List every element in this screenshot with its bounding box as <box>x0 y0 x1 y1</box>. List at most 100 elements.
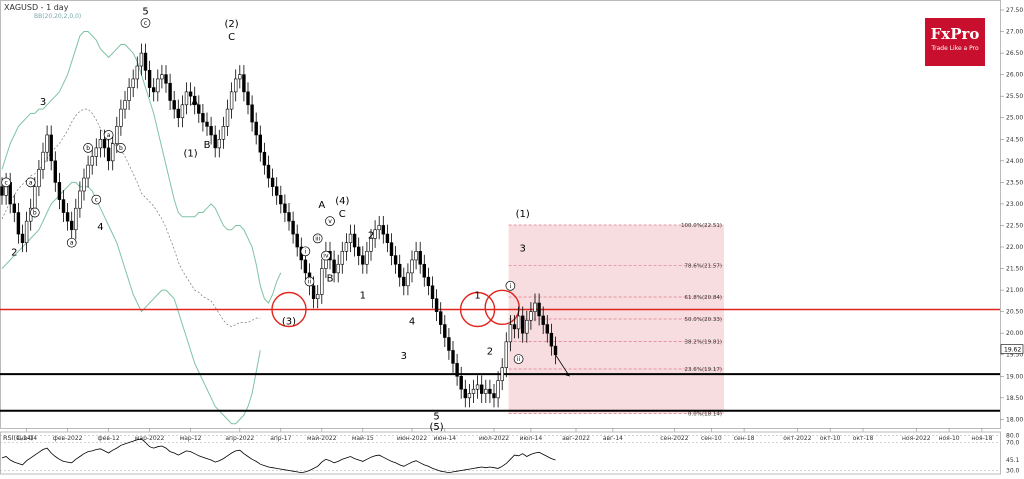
candle-body <box>254 121 258 136</box>
candle-body <box>0 186 4 196</box>
candle-body <box>377 225 381 231</box>
arrow-head <box>565 372 570 377</box>
candle-body <box>229 91 234 110</box>
price-axis: 27.50 27.00 26.50 26.00 25.50 25.00 24.50 24.00… <box>1000 7 1023 423</box>
candle-body <box>385 233 390 244</box>
lower-band <box>1 181 261 425</box>
candle-body <box>33 186 37 209</box>
candle-body <box>434 298 439 312</box>
candle-body <box>553 345 558 356</box>
candle-body <box>361 255 365 265</box>
fib-label: 23.6%(19.17) <box>684 367 722 373</box>
price-tick-label: 21.00 <box>1006 287 1023 294</box>
circled-wave-marker <box>66 237 77 248</box>
wave-label: 3 <box>40 97 46 108</box>
date-tick-label: окт-2022 <box>783 435 811 442</box>
current-price-label: 19.62 <box>1004 347 1021 354</box>
circled-wave-marker <box>325 216 335 227</box>
wave-label: 5 <box>433 411 439 422</box>
candle-body <box>315 294 320 300</box>
candle-body <box>348 233 353 244</box>
candle-body <box>143 52 148 71</box>
symbol-title: XAGUSD - 1 day <box>4 3 69 12</box>
candle-body <box>193 95 197 106</box>
candle-body <box>160 74 164 80</box>
wave-label: B <box>327 273 334 284</box>
circled-wave-marker <box>91 194 102 205</box>
candle-body <box>205 121 209 127</box>
candle-body <box>455 363 459 377</box>
candle-body <box>295 233 299 248</box>
candle-body <box>188 91 193 97</box>
current-price-box <box>1000 344 1024 354</box>
candle-body <box>234 78 238 93</box>
date-tick-label: июл-2022 <box>479 435 509 442</box>
candle-body <box>504 341 508 368</box>
wave-label: (3) <box>282 317 296 328</box>
candle-body <box>414 251 418 261</box>
candle-body <box>545 324 550 334</box>
candle-body <box>303 259 308 274</box>
candle-body <box>78 190 82 209</box>
candle-body <box>484 388 488 394</box>
candle-body <box>65 212 70 222</box>
date-tick-label: авг-14 <box>603 435 623 442</box>
candle-body <box>70 220 74 231</box>
wave-label: 5 <box>142 6 148 17</box>
candle-body <box>250 104 254 123</box>
circled-wave-marker <box>300 246 311 257</box>
date-tick-label: июн-2022 <box>397 435 427 442</box>
candle-body <box>111 143 115 162</box>
middle-band <box>1 108 261 328</box>
horizontal-levels <box>0 289 1000 412</box>
candle-body <box>336 263 340 274</box>
candle-body <box>475 384 480 390</box>
candle-body <box>340 251 344 265</box>
fib-label: 50.0%(20.33) <box>684 317 722 323</box>
price-tick-label: 23.00 <box>1006 201 1023 208</box>
candle-body <box>242 74 246 93</box>
candle-body <box>549 332 554 347</box>
candle-body <box>529 311 533 321</box>
candle-body <box>270 177 275 187</box>
circled-wave-label: c <box>95 197 98 204</box>
candle-body <box>127 87 131 101</box>
rsi-tick-label: 70.0 <box>1006 440 1020 447</box>
circled-wave-label: b <box>33 210 37 217</box>
bollinger-bands <box>1 31 282 425</box>
candle-body <box>217 138 221 149</box>
candle-body <box>45 134 49 153</box>
wave-label: (1) <box>516 209 530 220</box>
candle-body <box>74 207 78 231</box>
candle-body <box>164 74 168 84</box>
candle-body <box>147 70 152 88</box>
highlight-circle <box>459 291 496 328</box>
price-tick-label: 27.00 <box>1006 29 1023 36</box>
wave-label: 2 <box>368 230 374 241</box>
wave-label: B <box>204 140 211 151</box>
circled-wave-label: ii <box>517 356 521 363</box>
circled-wave-marker <box>505 280 516 291</box>
circled-wave-label: iii <box>315 235 320 242</box>
circled-wave-label: a <box>70 240 74 247</box>
candle-body <box>488 388 492 394</box>
price-tick-label: 27.50 <box>1006 7 1023 14</box>
price-tick-label: 18.00 <box>1006 416 1023 423</box>
circled-wave-label: c <box>4 179 7 186</box>
price-tick-label: 19.50 <box>1006 352 1023 359</box>
candle-body <box>496 380 500 399</box>
candle-body <box>274 186 279 196</box>
date-tick-label: сен-2022 <box>660 435 689 442</box>
candle-body <box>451 350 455 364</box>
circled-wave-label: c <box>144 20 147 27</box>
plot-frame <box>0 0 1001 429</box>
candle-body <box>520 315 525 334</box>
fib-label: 0.0%(18.14) <box>688 411 722 417</box>
wave-label: A <box>318 200 325 211</box>
candle-body <box>389 242 394 256</box>
date-tick-label: июн-14 <box>433 435 456 442</box>
candle-body <box>262 151 267 166</box>
